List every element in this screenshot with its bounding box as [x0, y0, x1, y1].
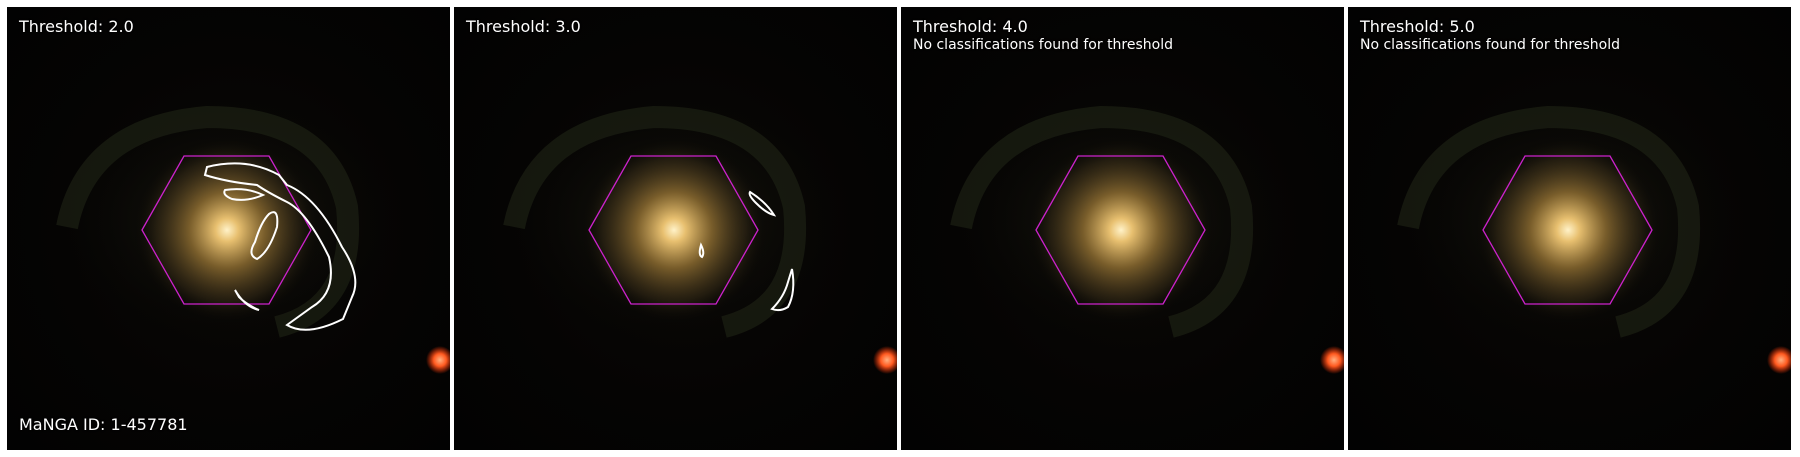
panel-title: Threshold: 3.0	[466, 17, 581, 36]
galaxy-id-label: MaNGA ID: 1-457781	[19, 415, 188, 434]
galaxy-bulge	[132, 135, 322, 325]
contour-lower-arc	[234, 289, 260, 311]
foreground-star	[873, 346, 897, 374]
contour-inner-blob	[250, 211, 279, 261]
panel-threshold-2: Threshold: 2.0 MaNGA ID: 1-457781	[7, 7, 450, 450]
panel-threshold-4: Threshold: 4.0 No classifications found …	[901, 7, 1344, 450]
contour-lower-right	[770, 268, 795, 312]
galaxy-arm	[1397, 105, 1701, 338]
galaxy-arm	[56, 105, 360, 338]
galaxy-image	[37, 79, 450, 374]
ifu-hexagon	[1035, 155, 1206, 305]
ifu-hexagon	[141, 155, 312, 305]
galaxy-arm	[950, 105, 1254, 338]
classification-contours	[698, 190, 795, 312]
contour-upper-right	[748, 190, 777, 217]
galaxy-image	[931, 79, 1344, 374]
contour-outer-arm	[203, 162, 357, 331]
foreground-star	[1320, 346, 1344, 374]
panel-title: Threshold: 2.0	[19, 17, 134, 36]
galaxy-arm	[503, 105, 807, 338]
ifu-hexagon	[588, 155, 759, 305]
panel-note: No classifications found for threshold	[913, 37, 1173, 53]
panel-threshold-5: Threshold: 5.0 No classifications found …	[1348, 7, 1791, 450]
galaxy-bulge	[579, 135, 769, 325]
galaxy-image	[1378, 79, 1791, 374]
contour-center-dot	[698, 242, 705, 259]
panel-title: Threshold: 4.0	[913, 17, 1028, 36]
foreground-star	[1767, 346, 1791, 374]
panel-threshold-3: Threshold: 3.0	[454, 7, 897, 450]
galaxy-bulge	[1473, 135, 1663, 325]
panel-title: Threshold: 5.0	[1360, 17, 1475, 36]
foreground-star	[426, 346, 450, 374]
galaxy-image	[484, 79, 897, 374]
contour-small-lobe	[223, 188, 266, 201]
ifu-hexagon	[1482, 155, 1653, 305]
galaxy-bulge	[1026, 135, 1216, 325]
classification-contours	[203, 162, 357, 331]
panel-note: No classifications found for threshold	[1360, 37, 1620, 53]
